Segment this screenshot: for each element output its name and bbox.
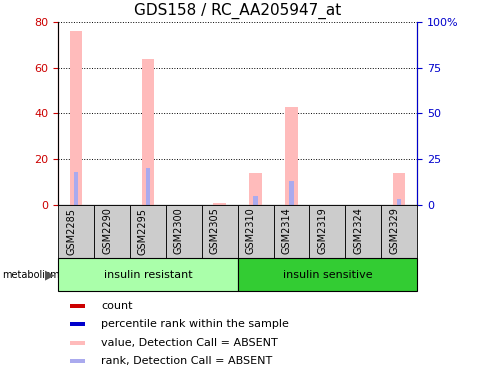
Bar: [58, 205, 94, 258]
Text: GSM2319: GSM2319: [317, 208, 327, 254]
Bar: [392, 173, 405, 205]
Text: GSM2310: GSM2310: [245, 208, 255, 254]
Text: GSM2290: GSM2290: [102, 208, 112, 254]
Bar: [213, 203, 226, 205]
Bar: [309, 205, 345, 258]
Bar: [141, 59, 154, 205]
Bar: [201, 205, 237, 258]
Bar: [237, 205, 273, 258]
Text: GSM2285: GSM2285: [66, 208, 76, 255]
Bar: [237, 258, 416, 291]
Bar: [130, 205, 166, 258]
Text: metabolism: metabolism: [2, 270, 60, 280]
Bar: [70, 322, 85, 326]
Bar: [70, 304, 85, 308]
Bar: [288, 181, 293, 205]
Text: insulin sensitive: insulin sensitive: [282, 269, 371, 280]
Bar: [166, 205, 201, 258]
Title: GDS158 / RC_AA205947_at: GDS158 / RC_AA205947_at: [134, 3, 341, 19]
Text: rank, Detection Call = ABSENT: rank, Detection Call = ABSENT: [101, 356, 272, 366]
Bar: [94, 205, 130, 258]
Text: insulin resistant: insulin resistant: [104, 269, 192, 280]
Bar: [273, 205, 309, 258]
Bar: [380, 205, 416, 258]
Text: percentile rank within the sample: percentile rank within the sample: [101, 319, 288, 329]
Text: GSM2329: GSM2329: [388, 208, 398, 254]
Bar: [70, 359, 85, 363]
Bar: [58, 258, 237, 291]
Bar: [70, 340, 85, 345]
Bar: [74, 172, 78, 205]
Text: count: count: [101, 301, 132, 311]
Text: GSM2295: GSM2295: [137, 208, 148, 255]
Bar: [396, 199, 401, 205]
Bar: [285, 107, 297, 205]
Bar: [70, 31, 82, 205]
Bar: [145, 168, 150, 205]
Text: GSM2300: GSM2300: [173, 208, 183, 254]
Text: GSM2305: GSM2305: [209, 208, 219, 254]
Bar: [249, 173, 261, 205]
Text: GSM2314: GSM2314: [281, 208, 291, 254]
Text: value, Detection Call = ABSENT: value, Detection Call = ABSENT: [101, 337, 277, 348]
Text: ▶: ▶: [45, 269, 55, 282]
Bar: [253, 196, 257, 205]
Text: GSM2324: GSM2324: [352, 208, 363, 254]
Bar: [345, 205, 380, 258]
